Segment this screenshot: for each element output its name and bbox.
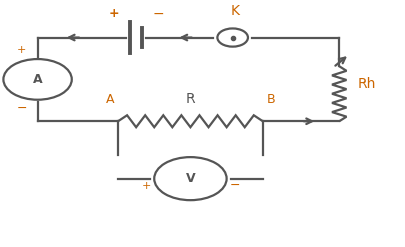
Text: B: B — [267, 93, 275, 106]
Text: R: R — [185, 92, 195, 106]
Text: −: − — [229, 179, 240, 192]
Text: +: + — [17, 45, 26, 56]
Text: +: + — [109, 7, 119, 20]
Text: Rh: Rh — [357, 77, 376, 91]
Text: +: + — [141, 181, 151, 191]
Text: A: A — [33, 73, 43, 86]
Circle shape — [3, 59, 72, 100]
Circle shape — [154, 157, 227, 200]
Text: A: A — [106, 93, 114, 106]
Text: K: K — [230, 4, 239, 18]
Text: −: − — [16, 102, 27, 115]
Text: V: V — [185, 172, 195, 185]
Text: −: − — [152, 7, 164, 21]
